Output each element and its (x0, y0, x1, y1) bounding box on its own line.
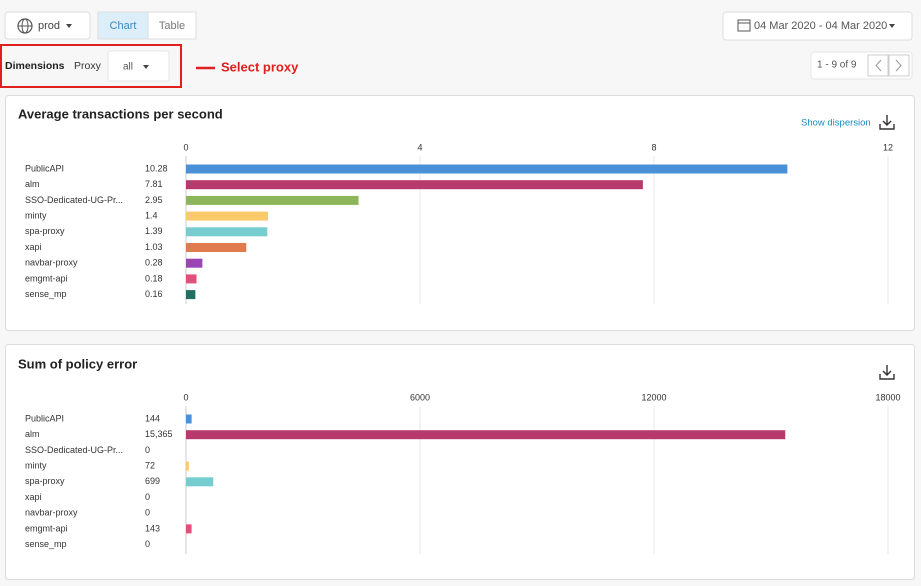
bar (186, 430, 786, 440)
date-picker[interactable]: 04 Mar 2020 - 04 Mar 2020 (722, 11, 913, 41)
tab-chart-bg[interactable] (97, 11, 149, 40)
bar (186, 477, 214, 487)
category-label: xapi (25, 242, 42, 252)
prev-button[interactable] (867, 54, 889, 77)
next-button[interactable] (888, 54, 910, 77)
download-icon[interactable] (879, 115, 895, 130)
tab[interactable]: Table (159, 20, 185, 32)
value-label: 143 (145, 523, 160, 533)
category-label: navbar-proxy (25, 508, 78, 518)
category-label: PublicAPI (25, 163, 64, 173)
value-label: 144 (145, 413, 160, 423)
bar (186, 211, 268, 221)
category-label: minty (25, 210, 47, 220)
value-label: 15,365 (145, 429, 173, 439)
bar (186, 243, 247, 252)
value-label: 1.39 (145, 226, 163, 236)
category-label: alm (25, 179, 40, 189)
category-label: spa-proxy (25, 476, 65, 486)
env-label: prod (38, 20, 60, 32)
date-range: 04 Mar 2020 - 04 Mar 2020 (754, 20, 887, 32)
bar (186, 524, 192, 534)
category-label: spa-proxy (25, 226, 65, 236)
value-label: 0.18 (145, 273, 163, 283)
pagination: 1 - 9 of 9 (817, 60, 857, 71)
value-label: 0 (145, 539, 150, 549)
value-label: 699 (145, 476, 160, 486)
category-label: minty (25, 460, 47, 470)
highlight-box (0, 44, 182, 88)
x-tick-label: 0 (183, 142, 188, 152)
bar (186, 258, 203, 268)
bar (186, 274, 197, 284)
x-tick-label: 12 (883, 142, 893, 152)
proxy-label: Proxy (74, 60, 102, 72)
value-label: 1.4 (145, 210, 158, 220)
category-label: xapi (25, 492, 42, 502)
tab-table-bg[interactable] (147, 11, 197, 40)
bar (186, 414, 192, 424)
download-icon[interactable] (879, 365, 895, 380)
value-label: 0 (145, 492, 150, 502)
value-label: 0.16 (145, 289, 163, 299)
x-tick-label: 6000 (410, 392, 430, 402)
category-label: emgmt-api (25, 273, 68, 283)
bar (186, 461, 189, 471)
tab[interactable]: Chart (110, 20, 137, 32)
category-label: sense_mp (25, 539, 67, 549)
bar (186, 227, 268, 237)
category-label: alm (25, 429, 40, 439)
value-label: 0 (145, 445, 150, 455)
bar (186, 290, 196, 300)
chart-title: Average transactions per second (18, 106, 223, 121)
bar (186, 195, 359, 205)
proxy-value: all (123, 62, 133, 73)
value-label: 2.95 (145, 195, 163, 205)
annotation: Select proxy (221, 59, 299, 74)
value-label: 72 (145, 460, 155, 470)
bar (186, 180, 643, 190)
proxy-dropdown[interactable]: all (107, 50, 170, 82)
bar (186, 164, 788, 174)
category-label: sense_mp (25, 289, 67, 299)
show-dispersion[interactable]: Show dispersion (801, 118, 871, 129)
card (5, 344, 915, 580)
category-label: SSO-Dedicated-UG-Pr... (25, 195, 123, 205)
value-label: 0.28 (145, 258, 163, 268)
x-tick-label: 0 (183, 392, 188, 402)
value-label: 1.03 (145, 242, 163, 252)
x-tick-label: 8 (651, 142, 656, 152)
category-label: PublicAPI (25, 413, 64, 423)
x-tick-label: 18000 (875, 392, 900, 402)
category-label: navbar-proxy (25, 258, 78, 268)
value-label: 0 (145, 508, 150, 518)
category-label: SSO-Dedicated-UG-Pr... (25, 445, 123, 455)
dimensions-label: Dimensions (5, 60, 65, 72)
chart-title: Sum of policy error (18, 356, 137, 371)
value-label: 10.28 (145, 163, 168, 173)
card (5, 95, 915, 331)
category-label: emgmt-api (25, 523, 68, 533)
x-tick-label: 4 (417, 142, 422, 152)
env-selector[interactable]: prod (4, 11, 91, 40)
x-tick-label: 12000 (641, 392, 666, 402)
value-label: 7.81 (145, 179, 163, 189)
